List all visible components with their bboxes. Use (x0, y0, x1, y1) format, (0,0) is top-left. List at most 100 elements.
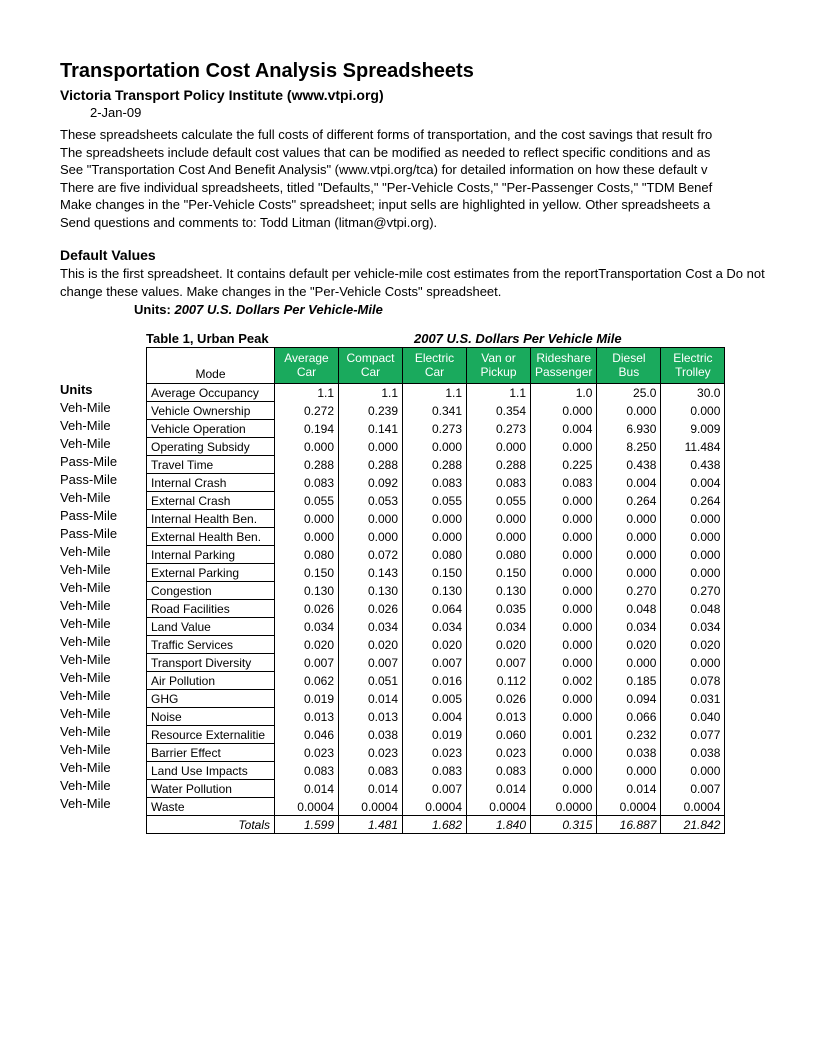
table-caption-left: Table 1, Urban Peak (146, 331, 414, 347)
row-label: Transport Diversity (147, 654, 275, 672)
row-label: Air Pollution (147, 672, 275, 690)
page-title: Transportation Cost Analysis Spreadsheet… (60, 60, 777, 83)
value-cell: 0.000 (531, 546, 597, 564)
value-cell: 0.040 (661, 708, 725, 726)
value-cell: 0.083 (403, 762, 467, 780)
value-cell: 0.000 (531, 762, 597, 780)
table-row: Vehicle Ownership0.2720.2390.3410.3540.0… (147, 402, 725, 420)
value-cell: 0.143 (339, 564, 403, 582)
row-label: Waste (147, 798, 275, 816)
value-cell: 0.141 (339, 420, 403, 438)
value-cell: 0.000 (531, 564, 597, 582)
value-cell: 9.009 (661, 420, 725, 438)
value-cell: 0.083 (531, 474, 597, 492)
value-cell: 0.000 (275, 510, 339, 528)
row-label: Average Occupancy (147, 384, 275, 402)
col-header: CompactCar (339, 348, 403, 384)
row-label: Road Facilities (147, 600, 275, 618)
value-cell: 0.046 (275, 726, 339, 744)
row-label: Barrier Effect (147, 744, 275, 762)
value-cell: 0.007 (339, 654, 403, 672)
value-cell: 0.0000 (531, 798, 597, 816)
value-cell: 0.080 (275, 546, 339, 564)
row-label: Land Value (147, 618, 275, 636)
value-cell: 0.007 (403, 654, 467, 672)
value-cell: 0.083 (467, 762, 531, 780)
value-cell: 6.930 (597, 420, 661, 438)
value-cell: 0.288 (339, 456, 403, 474)
value-cell: 0.194 (275, 420, 339, 438)
value-cell: 0.0004 (275, 798, 339, 816)
col-header: ElectricCar (403, 348, 467, 384)
value-cell: 0.077 (661, 726, 725, 744)
value-cell: 0.055 (467, 492, 531, 510)
table-row: External Crash0.0550.0530.0550.0550.0000… (147, 492, 725, 510)
value-cell: 0.000 (531, 510, 597, 528)
value-cell: 0.288 (275, 456, 339, 474)
unit-cell: Veh-Mile (60, 723, 146, 741)
col-header: ElectricTrolley (661, 348, 725, 384)
value-cell: 0.064 (403, 600, 467, 618)
row-label: Travel Time (147, 456, 275, 474)
value-cell: 0.130 (275, 582, 339, 600)
row-label: Vehicle Operation (147, 420, 275, 438)
value-cell: 0.0004 (661, 798, 725, 816)
value-cell: 0.000 (531, 582, 597, 600)
totals-cell: 1.682 (403, 816, 467, 834)
value-cell: 0.048 (661, 600, 725, 618)
value-cell: 0.007 (403, 780, 467, 798)
value-cell: 0.000 (661, 546, 725, 564)
table-row: Internal Health Ben.0.0000.0000.0000.000… (147, 510, 725, 528)
unit-cell: Pass-Mile (60, 453, 146, 471)
value-cell: 1.0 (531, 384, 597, 402)
unit-cell: Veh-Mile (60, 741, 146, 759)
value-cell: 0.031 (661, 690, 725, 708)
value-cell: 8.250 (597, 438, 661, 456)
value-cell: 1.1 (467, 384, 531, 402)
value-cell: 0.072 (339, 546, 403, 564)
value-cell: 1.1 (339, 384, 403, 402)
table-row: Land Value0.0340.0340.0340.0340.0000.034… (147, 618, 725, 636)
value-cell: 0.034 (339, 618, 403, 636)
value-cell: 1.1 (275, 384, 339, 402)
unit-cell: Veh-Mile (60, 669, 146, 687)
value-cell: 0.000 (531, 654, 597, 672)
value-cell: 0.000 (339, 528, 403, 546)
value-cell: 0.013 (339, 708, 403, 726)
unit-cell: Veh-Mile (60, 399, 146, 417)
value-cell: 0.007 (467, 654, 531, 672)
unit-cell: Veh-Mile (60, 579, 146, 597)
value-cell: 0.000 (467, 528, 531, 546)
table-row: Congestion0.1300.1300.1300.1300.0000.270… (147, 582, 725, 600)
value-cell: 11.484 (661, 438, 725, 456)
col-header: Van orPickup (467, 348, 531, 384)
value-cell: 0.014 (597, 780, 661, 798)
value-cell: 0.060 (467, 726, 531, 744)
value-cell: 0.000 (531, 492, 597, 510)
unit-cell: Pass-Mile (60, 507, 146, 525)
totals-cell: 1.840 (467, 816, 531, 834)
row-label: Congestion (147, 582, 275, 600)
value-cell: 0.000 (403, 438, 467, 456)
value-cell: 0.000 (339, 438, 403, 456)
value-cell: 0.239 (339, 402, 403, 420)
value-cell: 0.023 (403, 744, 467, 762)
totals-cell: 1.599 (275, 816, 339, 834)
value-cell: 0.023 (339, 744, 403, 762)
value-cell: 0.000 (597, 402, 661, 420)
table-row: Land Use Impacts0.0830.0830.0830.0830.00… (147, 762, 725, 780)
row-label: External Crash (147, 492, 275, 510)
value-cell: 0.014 (339, 780, 403, 798)
value-cell: 0.080 (403, 546, 467, 564)
unit-cell: Veh-Mile (60, 759, 146, 777)
value-cell: 0.000 (661, 402, 725, 420)
table-row: Average Occupancy1.11.11.11.11.025.030.0 (147, 384, 725, 402)
totals-cell: 21.842 (661, 816, 725, 834)
value-cell: 0.038 (597, 744, 661, 762)
value-cell: 0.000 (531, 528, 597, 546)
table-row: Resource Externalitie0.0460.0380.0190.06… (147, 726, 725, 744)
table-row: Internal Parking0.0800.0720.0800.0800.00… (147, 546, 725, 564)
value-cell: 0.083 (275, 762, 339, 780)
row-label: Land Use Impacts (147, 762, 275, 780)
table-row: External Parking0.1500.1430.1500.1500.00… (147, 564, 725, 582)
